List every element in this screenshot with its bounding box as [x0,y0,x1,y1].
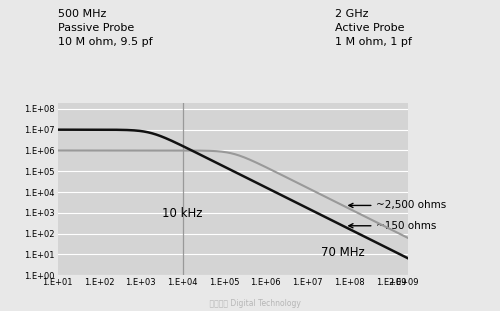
Text: 2 GHz
Active Probe
1 M ohm, 1 pf: 2 GHz Active Probe 1 M ohm, 1 pf [335,9,412,47]
Text: 微信号： Digital Technology: 微信号： Digital Technology [200,299,300,308]
Text: ~2,500 ohms: ~2,500 ohms [349,200,446,211]
Text: 500 MHz
Passive Probe
10 M ohm, 9.5 pf: 500 MHz Passive Probe 10 M ohm, 9.5 pf [58,9,152,47]
Text: 70 MHz: 70 MHz [321,246,364,259]
Text: ~150 ohms: ~150 ohms [349,221,437,231]
Text: 10 kHz: 10 kHz [162,207,203,220]
